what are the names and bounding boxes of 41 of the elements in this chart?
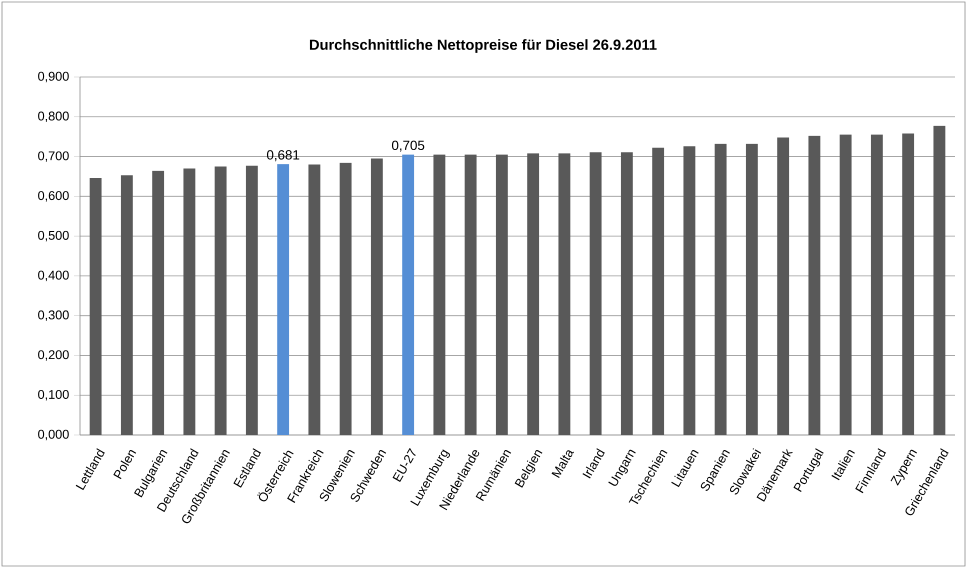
bar — [90, 178, 102, 435]
bar — [496, 154, 508, 435]
y-tick-label: 0,700 — [38, 151, 69, 162]
y-tick-label: 0,300 — [38, 310, 69, 321]
bar — [308, 164, 320, 435]
bar — [620, 152, 633, 435]
y-tick-label: 0,500 — [38, 230, 69, 242]
bar — [214, 166, 227, 435]
bar — [902, 133, 914, 435]
bar — [152, 170, 164, 435]
bar — [870, 134, 883, 435]
y-tick-label: 0,400 — [38, 270, 69, 282]
bar — [277, 164, 290, 435]
bar — [808, 136, 820, 435]
bar — [527, 153, 540, 435]
bar — [714, 144, 727, 435]
bar — [590, 152, 602, 435]
bar — [464, 154, 477, 435]
y-tick-label: 0,000 — [38, 430, 69, 440]
y-tick-label: 0,600 — [38, 191, 69, 202]
y-tick-label: 0,800 — [38, 112, 69, 122]
y-tick-label: 0,100 — [38, 390, 69, 400]
bar — [246, 166, 258, 435]
bar — [652, 148, 664, 435]
data-label: 0,705 — [392, 140, 424, 152]
bar — [433, 154, 446, 435]
bar — [777, 137, 790, 435]
bar — [933, 126, 946, 435]
y-tick-label: 0,900 — [38, 72, 69, 82]
bar — [558, 153, 570, 435]
bar — [402, 154, 414, 435]
data-label: 0,681 — [266, 150, 300, 162]
bar — [370, 158, 383, 435]
y-tick-label: 0,200 — [38, 350, 69, 361]
bar — [746, 144, 758, 435]
bar — [340, 162, 352, 435]
bar — [683, 146, 696, 435]
bar — [840, 134, 852, 435]
chart-title: Durchschnittliche Nettopreise für Diesel 26.9.2011 — [310, 39, 657, 53]
bar — [120, 175, 133, 435]
bar — [183, 168, 196, 435]
